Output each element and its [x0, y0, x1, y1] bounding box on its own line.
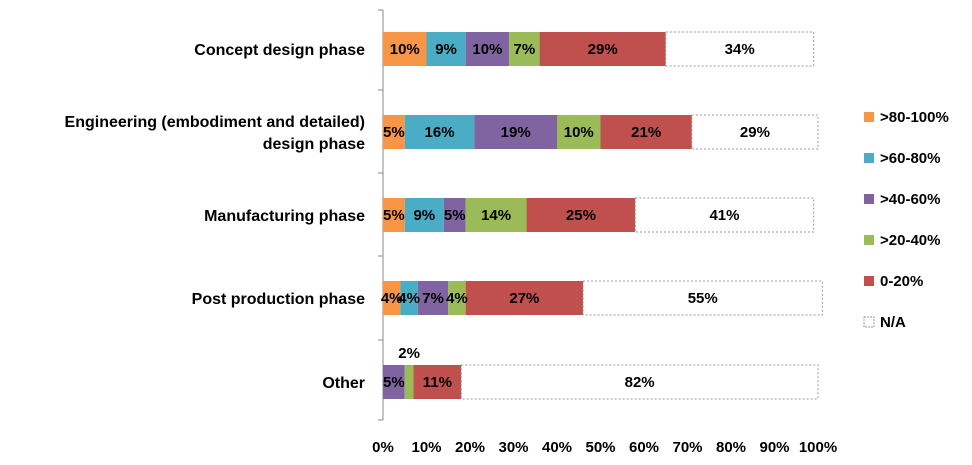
data-label: 21% — [631, 124, 661, 141]
bar-segment — [465, 32, 510, 66]
x-tick-label: 70% — [672, 439, 702, 456]
data-label: 4% — [381, 290, 403, 307]
bar-segment — [404, 115, 475, 149]
data-label: 41% — [709, 207, 739, 224]
data-label: 16% — [425, 124, 455, 141]
data-label: 5% — [383, 207, 405, 224]
bar-segment — [474, 115, 557, 149]
data-label: 2% — [398, 345, 420, 362]
bar-segment — [465, 198, 527, 232]
bar-segment — [383, 32, 427, 66]
axis-layer: 0% 10% 20% 30% 40% 50% 60% 70% 80% 90% 100% — [372, 9, 837, 456]
legend-label: 0-20% — [880, 273, 923, 290]
x-tick-label: 40% — [542, 439, 572, 456]
legend-label: >60-80% — [880, 150, 940, 167]
data-label: 34% — [725, 41, 755, 58]
legend-label: >40-60% — [880, 191, 940, 208]
data-label: 11% — [423, 374, 452, 391]
data-label: 55% — [688, 290, 718, 307]
bar-segment — [383, 365, 405, 399]
bar-segment — [400, 281, 418, 315]
data-label: 7% — [422, 290, 444, 307]
bar-segment — [417, 281, 449, 315]
bar-segment — [404, 365, 414, 399]
x-tick-label: 0% — [372, 439, 394, 456]
data-label: 29% — [740, 124, 770, 141]
bar-segment — [383, 115, 405, 149]
bar-segment — [426, 32, 466, 66]
bar-segment — [413, 365, 462, 399]
x-tick-label: 20% — [455, 439, 485, 456]
data-label: 82% — [625, 374, 655, 391]
category-label: Other — [322, 375, 365, 392]
bar-segment — [665, 31, 815, 67]
data-label: 14% — [481, 207, 511, 224]
bar-segment — [509, 32, 540, 66]
legend-swatch — [863, 316, 875, 328]
legend: >80-100% >60-80% >40-60% >20-40% 0-20% N/A — [863, 109, 949, 331]
data-label: 5% — [383, 374, 405, 391]
bar-segment — [383, 198, 405, 232]
labels-layer: Concept design phase Engineering (embodim… — [65, 41, 770, 392]
data-label: 9% — [435, 41, 457, 58]
data-label: 10% — [390, 41, 420, 58]
data-label: 7% — [514, 41, 536, 58]
legend-label: >20-40% — [880, 232, 940, 249]
x-tick-label: 100% — [799, 439, 837, 456]
data-label: 29% — [588, 41, 618, 58]
data-label: 27% — [509, 290, 539, 307]
data-label: 25% — [566, 207, 596, 224]
bar-segment — [539, 32, 666, 66]
x-tick-label: 30% — [498, 439, 528, 456]
bar-segment — [404, 198, 444, 232]
x-tick-label: 50% — [585, 439, 615, 456]
category-label: Manufacturing phase — [204, 208, 365, 225]
x-tick-label: 80% — [716, 439, 746, 456]
legend-label: N/A — [880, 314, 906, 331]
legend-swatch — [864, 235, 874, 245]
data-label: 19% — [501, 124, 531, 141]
bar-segment — [526, 198, 636, 232]
data-label: 5% — [444, 207, 466, 224]
data-label: 4% — [398, 290, 420, 307]
category-label: design phase — [263, 136, 365, 153]
legend-swatch — [864, 153, 874, 163]
bar-segment — [557, 115, 601, 149]
bar-segment — [634, 197, 815, 233]
bar-segment — [465, 281, 584, 315]
bar-segment — [600, 115, 692, 149]
bar-segment — [448, 281, 466, 315]
data-label: 9% — [413, 207, 435, 224]
legend-swatch — [864, 112, 874, 122]
legend-label: >80-100% — [880, 109, 949, 126]
data-label: 10% — [472, 41, 502, 58]
bar-segment — [691, 114, 819, 150]
x-tick-label: 10% — [411, 439, 441, 456]
data-label: 10% — [564, 124, 594, 141]
data-label: 5% — [383, 124, 405, 141]
data-label: 4% — [446, 290, 468, 307]
bar-segment — [460, 364, 819, 400]
category-label: Concept design phase — [194, 42, 365, 59]
x-tick-label: 90% — [759, 439, 789, 456]
x-tick-label: 60% — [629, 439, 659, 456]
bars-layer — [383, 31, 823, 400]
bar-segment — [582, 280, 823, 316]
bar-segment — [443, 198, 466, 232]
legend-swatch — [864, 194, 874, 204]
legend-swatch — [864, 276, 874, 286]
bar-segment — [383, 281, 401, 315]
category-label: Post production phase — [192, 291, 365, 308]
category-label: Engineering (embodiment and detailed) — [65, 114, 365, 131]
